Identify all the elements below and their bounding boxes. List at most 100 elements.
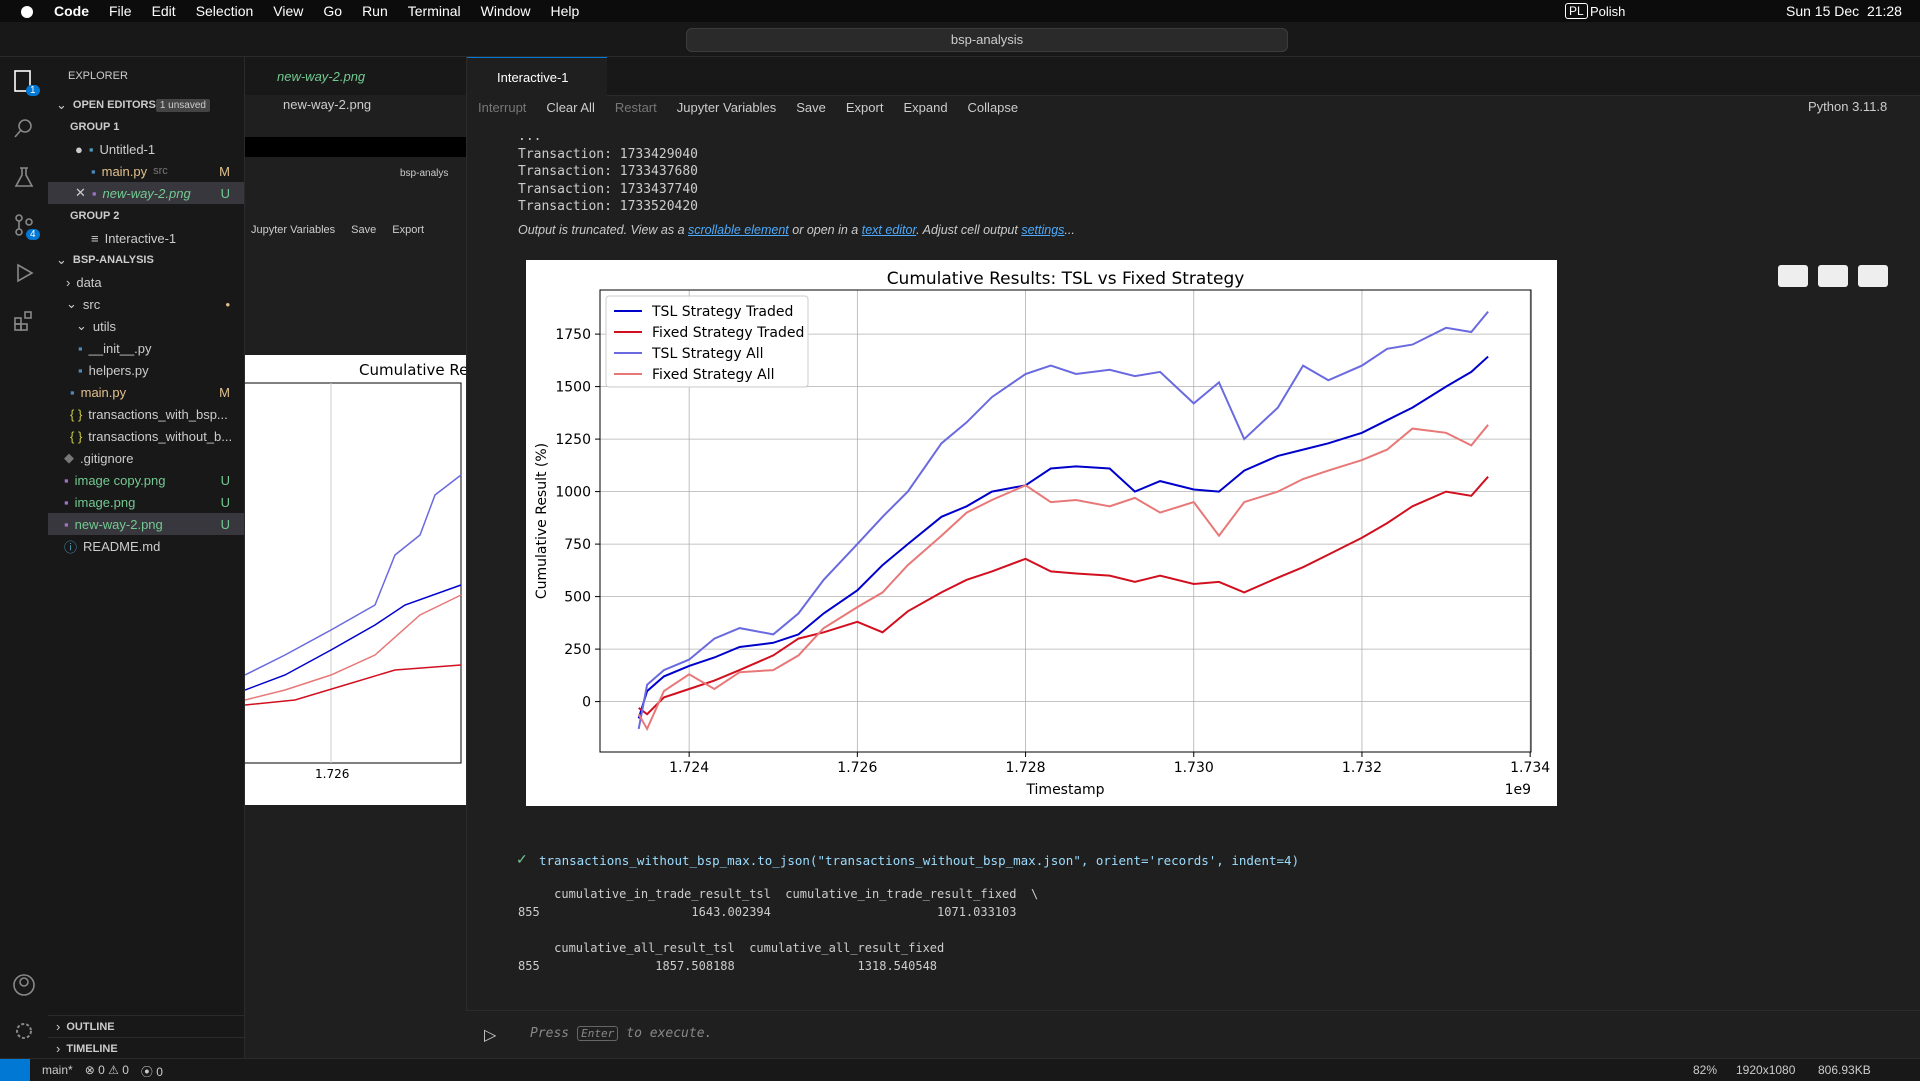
command-center[interactable]: bsp-analysis	[686, 28, 1288, 52]
menu-item[interactable]: Edit	[151, 3, 176, 19]
file-name: main.py	[80, 384, 127, 400]
tree-item[interactable]: ▪ helpers.py	[78, 362, 149, 378]
activity-bar: 1 4	[0, 57, 49, 1058]
notice-text: Output is truncated. View as a	[518, 223, 689, 237]
file-size: 806.93KB	[1818, 1063, 1871, 1077]
breadcrumb[interactable]: new-way-2.png	[283, 97, 372, 112]
tree-item[interactable]: ▪ main.py M	[70, 384, 230, 400]
group-header: GROUP 1	[48, 116, 244, 138]
toolbar-button[interactable]: Jupyter Variables	[676, 99, 777, 115]
tree-item[interactable]: ⌄ utils	[76, 318, 117, 334]
tree-item[interactable]: ▪ __init__.py	[78, 340, 152, 356]
sidebar-title: EXPLORER	[68, 70, 128, 82]
git-status: U	[220, 472, 230, 488]
open-editor-item[interactable]: ≡ Interactive-1	[91, 230, 177, 246]
language[interactable]: Polish	[1590, 4, 1626, 19]
group-title: GROUP 2	[70, 210, 120, 222]
plot-viewer-button[interactable]	[1818, 265, 1848, 287]
output-line: cumulative_in_trade_result_tsl cumulativ…	[518, 887, 1039, 901]
menu-item[interactable]: Window	[480, 3, 531, 19]
menu-item[interactable]: Selection	[195, 3, 254, 19]
remote-button[interactable]	[0, 1059, 30, 1081]
tree-item[interactable]: { } transactions_without_b...	[70, 428, 233, 444]
input-source[interactable]: PL	[1565, 3, 1588, 19]
notice-link[interactable]: scrollable element	[688, 223, 789, 237]
search-icon[interactable]	[12, 117, 36, 141]
toolbar-button[interactable]: Restart	[614, 99, 657, 115]
explorer-icon[interactable]	[12, 69, 36, 93]
legend-box	[605, 295, 809, 388]
tree-item[interactable]: ⓘ README.md	[64, 538, 161, 555]
warnings[interactable]: 0	[122, 1063, 129, 1077]
section-title: OPEN EDITORS	[72, 99, 156, 111]
y-tick-label: 1250	[555, 432, 591, 448]
tree-item[interactable]: ▪ image.png U	[64, 494, 230, 510]
errors[interactable]: 0	[98, 1063, 105, 1077]
toolbar-button[interactable]: Interrupt	[478, 99, 527, 115]
debug-icon[interactable]	[12, 261, 36, 285]
account-icon[interactable]	[12, 973, 36, 997]
preview-image: Cumulative Res 1.726	[245, 355, 466, 805]
folder-header[interactable]: ⌄ BSP-ANALYSIS	[56, 252, 154, 267]
open-editor-item[interactable]: ● ▪ Untitled-1	[75, 141, 156, 157]
open-editor-item[interactable]: ✕ ▪ new-way-2.png U	[48, 182, 244, 204]
toolbar-button[interactable]: Save	[796, 99, 826, 115]
section-title: OUTLINE	[66, 1020, 115, 1033]
tree-item[interactable]: { } transactions_with_bsp...	[70, 406, 228, 422]
legend-label: Fixed Strategy Traded	[652, 325, 804, 341]
menu-item[interactable]: Terminal	[407, 3, 461, 19]
extensions-icon[interactable]	[12, 309, 36, 333]
open-editors-header[interactable]: ⌄ OPEN EDITORS 1 unsaved	[48, 94, 244, 116]
toolbar-button[interactable]: Expand	[903, 99, 948, 115]
file-name: transactions_with_bsp...	[88, 406, 228, 422]
tree-item[interactable]: ▪ image copy.png U	[64, 472, 230, 488]
branch[interactable]: main*	[42, 1063, 73, 1077]
tab[interactable]: Interactive-1	[467, 57, 607, 96]
menu-item[interactable]: File	[109, 3, 132, 19]
file-name: transactions_without_b...	[88, 428, 233, 444]
open-editor-item[interactable]: ▪ main.py src M	[91, 163, 230, 179]
group-header: GROUP 2	[48, 205, 244, 227]
menu-item[interactable]: Help	[550, 3, 580, 19]
input-box[interactable]: ▷ Press Enter to execute.	[466, 1010, 1920, 1058]
chart: 1.724 1.726 1.728 1.730 1.732 1.734 0 250 500 750…	[534, 269, 1550, 798]
clock[interactable]: Sun 15 Dec 21:28	[1786, 3, 1902, 19]
file-name: utils	[92, 318, 117, 334]
menu-item[interactable]: Run	[362, 3, 388, 19]
menu-item[interactable]: Go	[323, 3, 343, 19]
tree-item[interactable]: ◆ .gitignore	[64, 450, 134, 466]
app-name[interactable]: Code	[54, 3, 89, 19]
outline-header[interactable]: › OUTLINE	[48, 1015, 244, 1037]
toolbar-button[interactable]: Collapse	[967, 99, 1019, 115]
tree-item[interactable]: ⌄ src •	[66, 296, 230, 312]
git-status: U	[220, 494, 230, 510]
run-button[interactable]: ▷	[484, 1027, 497, 1044]
tab-title: Interactive-1	[497, 70, 569, 85]
cell-code[interactable]: transactions_without_bsp_max.to_json("tr…	[539, 853, 1300, 868]
copy-button[interactable]	[1778, 265, 1808, 287]
tab-title[interactable]: new-way-2.png	[277, 69, 366, 84]
tree-item[interactable]: ▪ new-way-2.png U	[48, 513, 244, 535]
notice-link[interactable]: settings	[1021, 223, 1065, 237]
group-title: GROUP 1	[70, 121, 120, 133]
notice-link[interactable]: text editor	[861, 223, 917, 237]
y-tick-label: 0	[582, 695, 591, 711]
y-tick-label: 1000	[555, 485, 591, 501]
apple-icon[interactable]	[20, 4, 34, 18]
testing-icon[interactable]	[12, 165, 36, 189]
tree-item[interactable]: › data	[66, 274, 102, 290]
output-line: Transaction: 1733429040	[518, 146, 699, 162]
toolbar-button[interactable]: Export	[845, 99, 884, 115]
save-button[interactable]	[1858, 265, 1888, 287]
toolbar-button[interactable]: Clear All	[546, 99, 595, 115]
kernel-picker[interactable]: Python 3.11.8	[1808, 99, 1888, 114]
legend-label: TSL Strategy All	[651, 346, 763, 362]
file-name: README.md	[83, 538, 161, 554]
menu-item[interactable]: View	[273, 3, 304, 19]
status-bar: main* ⊗ 0 ⚠ 0 ⦿ 0 82% 1920x1080 806.93KB	[0, 1058, 1920, 1081]
ports[interactable]: 0	[156, 1065, 163, 1079]
timeline-header[interactable]: › TIMELINE	[48, 1037, 244, 1059]
scm-icon[interactable]	[12, 213, 36, 237]
manage-icon[interactable]	[12, 1019, 36, 1043]
zoom[interactable]: 82%	[1693, 1063, 1718, 1077]
